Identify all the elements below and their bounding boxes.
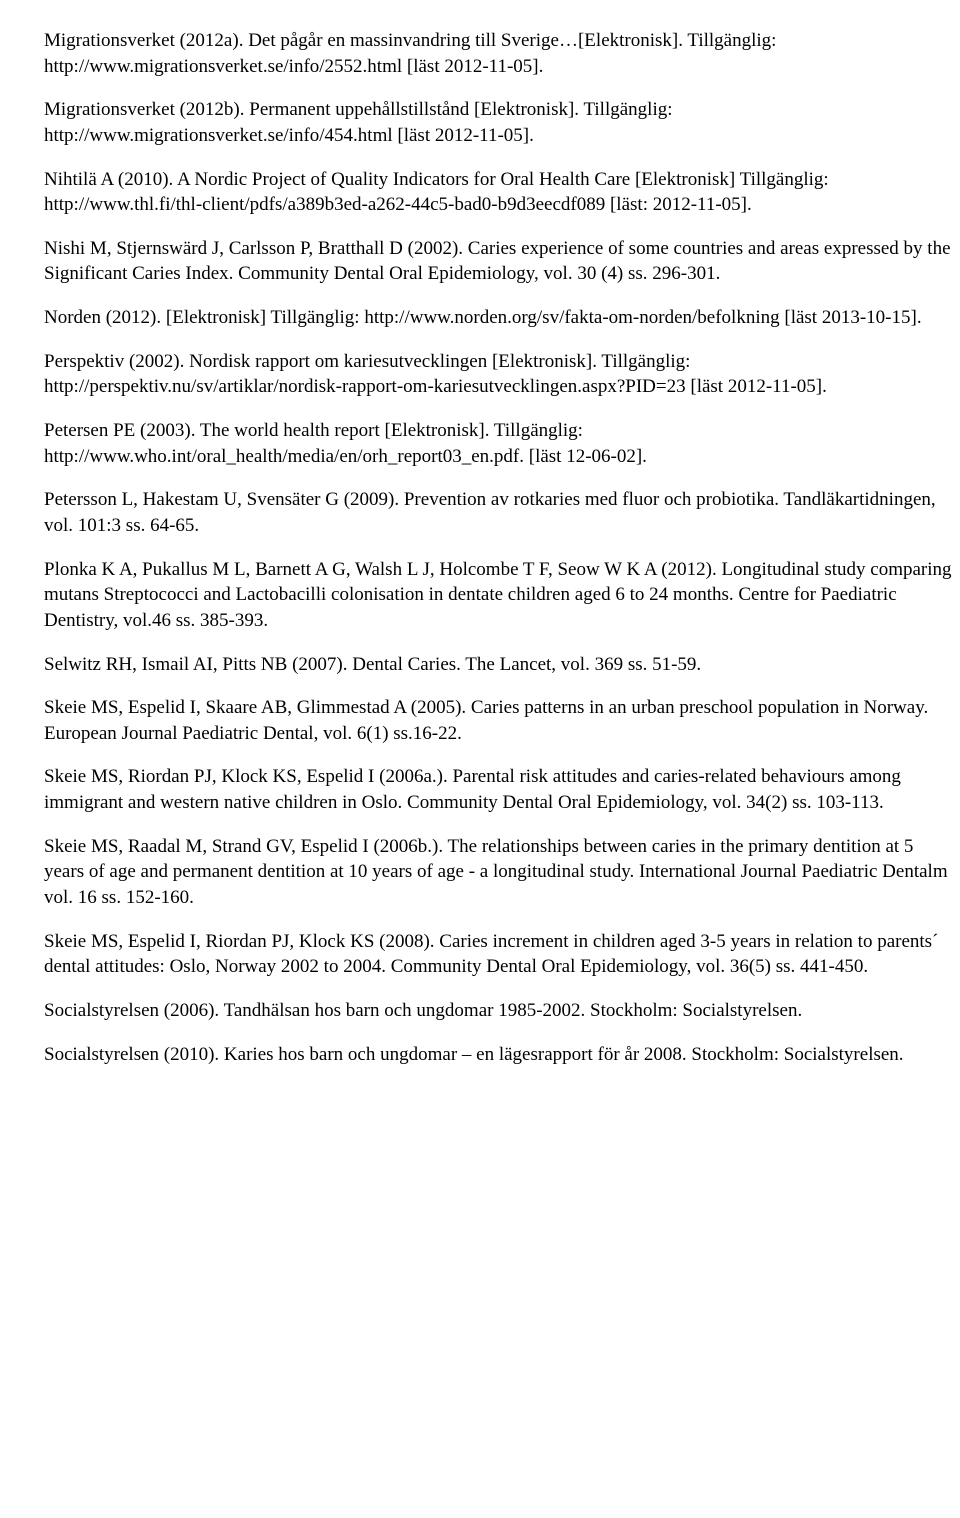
reference-item: Skeie MS, Riordan PJ, Klock KS, Espelid … — [44, 764, 952, 815]
reference-item: Nihtilä A (2010). A Nordic Project of Qu… — [44, 167, 952, 218]
reference-item: Socialstyrelsen (2006). Tandhälsan hos b… — [44, 998, 952, 1024]
reference-item: Perspektiv (2002). Nordisk rapport om ka… — [44, 349, 952, 400]
reference-item: Selwitz RH, Ismail AI, Pitts NB (2007). … — [44, 652, 952, 678]
reference-item: Norden (2012). [Elektronisk] Tillgänglig… — [44, 305, 952, 331]
reference-item: Migrationsverket (2012b). Permanent uppe… — [44, 97, 952, 148]
reference-item: Skeie MS, Espelid I, Skaare AB, Glimmest… — [44, 695, 952, 746]
reference-item: Plonka K A, Pukallus M L, Barnett A G, W… — [44, 557, 952, 634]
reference-item: Skeie MS, Raadal M, Strand GV, Espelid I… — [44, 834, 952, 911]
reference-item: Petersen PE (2003). The world health rep… — [44, 418, 952, 469]
reference-item: Migrationsverket (2012a). Det pågår en m… — [44, 28, 952, 79]
reference-item: Skeie MS, Espelid I, Riordan PJ, Klock K… — [44, 929, 952, 980]
reference-item: Socialstyrelsen (2010). Karies hos barn … — [44, 1042, 952, 1068]
reference-item: Nishi M, Stjernswärd J, Carlsson P, Brat… — [44, 236, 952, 287]
reference-item: Petersson L, Hakestam U, Svensäter G (20… — [44, 487, 952, 538]
